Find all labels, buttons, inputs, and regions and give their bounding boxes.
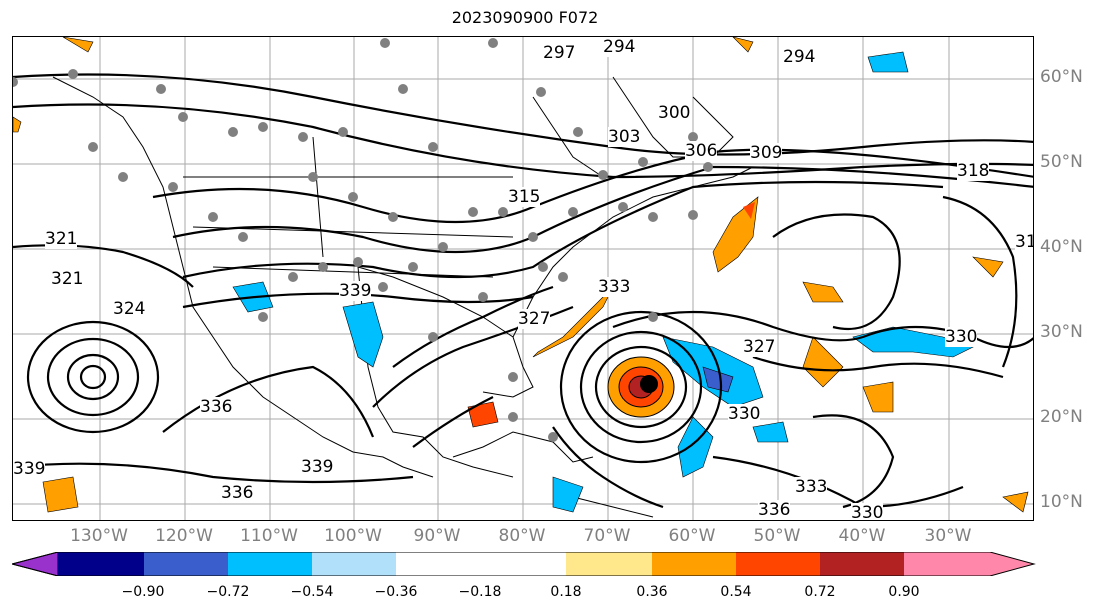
map-panel: 294 294 297 300 303 306 309 315 318 318 …	[12, 36, 1034, 521]
contour-label: 330	[851, 503, 884, 521]
colorbar-tick: 0.54	[720, 584, 752, 600]
contour-label: 330	[945, 327, 978, 347]
colorbar-tick: −0.72	[206, 584, 250, 600]
lon-label-130w: 130°W	[70, 526, 128, 546]
map-canvas	[13, 37, 1033, 520]
contour-label: 339	[339, 281, 372, 301]
contour-label: 300	[658, 103, 691, 123]
lon-label-80w: 80°W	[498, 526, 546, 546]
colorbar-segment	[58, 552, 144, 576]
map-title: 2023090900 F072	[451, 8, 599, 27]
lat-label-40n: 40°N	[1040, 237, 1083, 257]
contour-label: 333	[795, 477, 828, 497]
colorbar-segment	[312, 552, 396, 576]
lat-label-30n: 30°N	[1040, 322, 1083, 342]
lon-label-40w: 40°W	[838, 526, 886, 546]
cyclone-center	[640, 375, 658, 393]
lon-label-110w: 110°W	[240, 526, 298, 546]
colorbar	[12, 552, 1036, 576]
graticule	[13, 37, 1033, 520]
colorbar-tick: −0.90	[121, 584, 165, 600]
lat-label-10n: 10°N	[1040, 492, 1083, 512]
lon-label-120w: 120°W	[155, 526, 213, 546]
contour-label: 324	[113, 299, 146, 319]
contour-label: 327	[743, 337, 776, 357]
lon-label-30w: 30°W	[924, 526, 972, 546]
lon-label-70w: 70°W	[583, 526, 631, 546]
colorbar-segment	[396, 552, 566, 576]
colorbar-tick: 0.90	[888, 584, 920, 600]
colorbar-segment	[144, 552, 228, 576]
contour-label: 321	[45, 229, 78, 249]
colorbar-segment	[820, 552, 904, 576]
contour-label: 306	[685, 141, 718, 161]
contour-label: 336	[758, 500, 791, 520]
contour-label: 303	[608, 127, 641, 147]
lon-label-50w: 50°W	[753, 526, 801, 546]
contour-label: 336	[221, 483, 254, 503]
contour-label: 339	[301, 457, 334, 477]
lon-label-100w: 100°W	[324, 526, 382, 546]
colorbar-tick: −0.36	[374, 584, 418, 600]
colorbar-segment	[228, 552, 312, 576]
contour-label: 297	[543, 43, 576, 63]
contour-label: 333	[598, 277, 631, 297]
colorbar-segment	[736, 552, 820, 576]
contour-label: 321	[51, 269, 84, 289]
lat-label-50n: 50°N	[1040, 152, 1083, 172]
colorbar-tick: −0.18	[458, 584, 502, 600]
colorbar-segment	[652, 552, 736, 576]
coastlines	[52, 76, 754, 518]
contour-label: 330	[728, 404, 761, 424]
lon-label-60w: 60°W	[668, 526, 716, 546]
colorbar-tick: 0.72	[804, 584, 836, 600]
contour-label: 315	[508, 187, 541, 207]
lat-label-60n: 60°N	[1040, 67, 1083, 87]
contour-label: 318	[957, 161, 990, 181]
lat-label-20n: 20°N	[1040, 407, 1083, 427]
contour-label: 336	[200, 397, 233, 417]
colorbar-extend-low	[12, 552, 59, 576]
contour-label: 309	[750, 143, 783, 163]
colorbar-tick: 0.18	[550, 584, 582, 600]
contour-label: 294	[603, 37, 636, 57]
colorbar-tick: −0.54	[290, 584, 334, 600]
colorbar-extend-high	[904, 552, 1034, 576]
contour-label: 294	[783, 47, 816, 67]
station-markers	[13, 38, 713, 442]
colorbar-tick: 0.36	[636, 584, 668, 600]
contour-label: 339	[13, 459, 46, 479]
contour-label: 318	[1015, 232, 1033, 252]
colorbar-segment	[566, 552, 652, 576]
contour-label: 327	[518, 309, 551, 329]
lon-label-90w: 90°W	[413, 526, 461, 546]
